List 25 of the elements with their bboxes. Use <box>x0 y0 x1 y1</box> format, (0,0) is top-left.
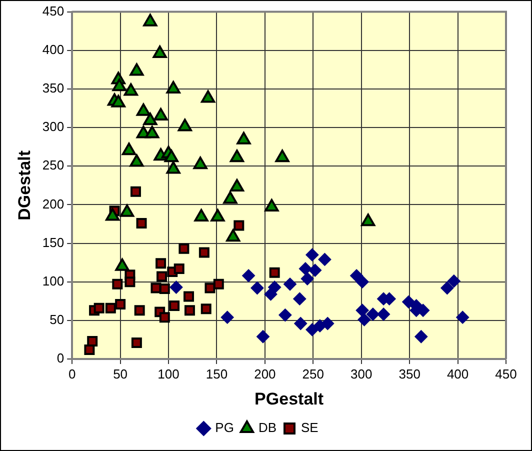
y-tick-label: 350 <box>42 80 64 96</box>
x-tick-label: 450 <box>495 366 517 382</box>
x-tick-label: 100 <box>158 366 180 382</box>
legend-label: SE <box>301 420 319 436</box>
y-tick-label: 250 <box>42 158 64 173</box>
y-tick-label: 400 <box>42 42 64 57</box>
y-tick-label: 300 <box>42 119 64 134</box>
x-tick-label: 300 <box>350 366 372 382</box>
y-tick-label: 0 <box>56 350 64 366</box>
y-tick-label: 200 <box>42 196 64 212</box>
x-tick-label: 50 <box>113 366 128 382</box>
legend-label: DB <box>258 420 277 436</box>
y-tick-label: 150 <box>42 234 64 250</box>
x-tick-label: 0 <box>68 366 76 382</box>
y-tick-label: 50 <box>50 312 64 327</box>
y-tick-label: 450 <box>42 3 64 18</box>
x-axis-title: PGestalt <box>254 389 324 408</box>
x-tick-label: 350 <box>398 366 420 382</box>
x-tick-label: 200 <box>254 366 276 382</box>
x-tick-label: 150 <box>206 366 228 382</box>
legend-label: PG <box>215 420 234 436</box>
y-tick-label: 100 <box>42 273 64 288</box>
y-axis-title: DGestalt <box>14 150 34 220</box>
x-tick-label: 400 <box>446 366 469 382</box>
x-tick-label: 250 <box>302 366 324 382</box>
